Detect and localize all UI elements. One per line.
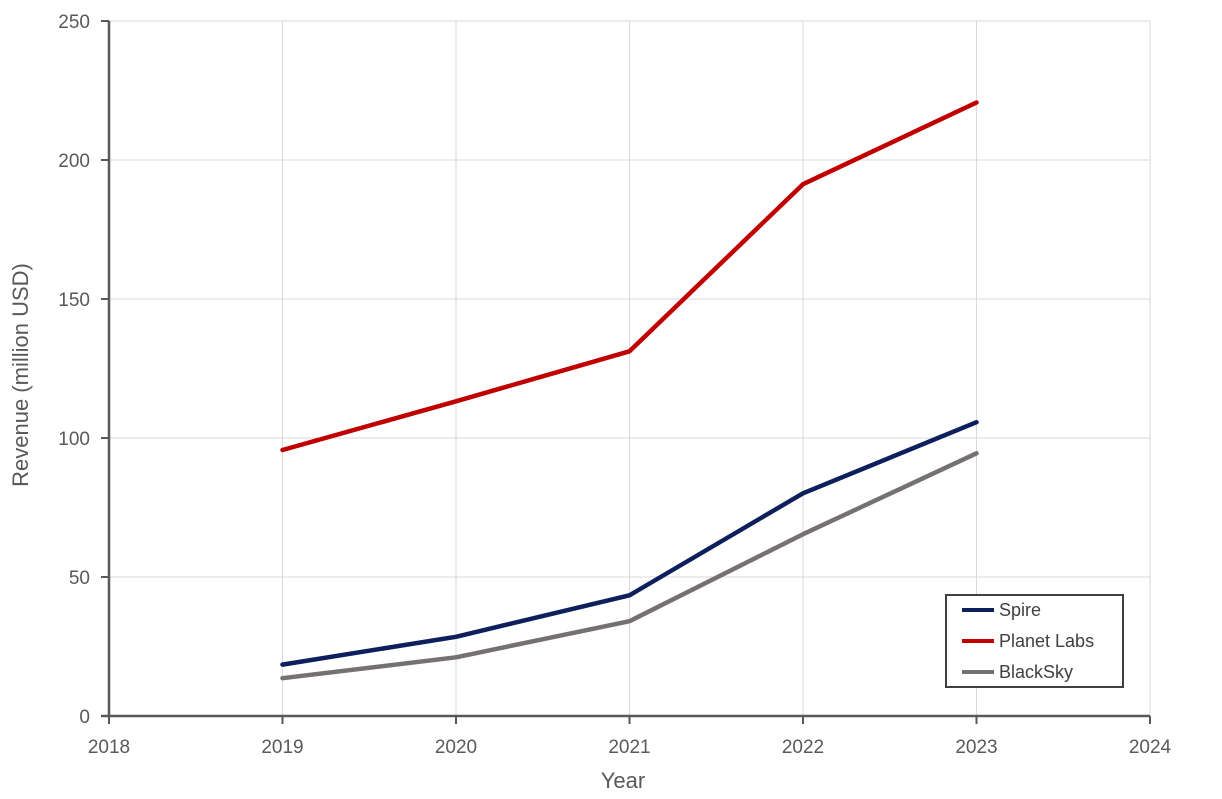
y-tick-label-100: 100 xyxy=(58,429,90,450)
y-tick-label-0: 0 xyxy=(79,707,90,728)
axis-layer xyxy=(101,20,1151,724)
legend-label-blacksky: BlackSky xyxy=(999,662,1073,682)
legend: Spire Planet Labs BlackSky xyxy=(945,594,1124,688)
x-tick-label-2018: 2018 xyxy=(88,737,130,758)
x-tick-label-2024: 2024 xyxy=(1129,737,1172,758)
y-tick-label-150: 150 xyxy=(58,290,90,311)
x-tick-label-2020: 2020 xyxy=(435,737,477,758)
x-tick-label-2022: 2022 xyxy=(782,737,824,758)
tick-label-layer: 0 50 100 150 200 250 2018 2019 2020 2021 2022 2023 2… xyxy=(58,12,1171,758)
y-axis-title: Revenue (million USD) xyxy=(8,263,33,487)
legend-label-spire: Spire xyxy=(999,600,1041,620)
y-tick-label-50: 50 xyxy=(69,568,90,589)
series-layer xyxy=(280,100,979,681)
y-tick-label-250: 250 xyxy=(58,12,90,33)
x-tick-label-2019: 2019 xyxy=(261,737,303,758)
x-tick-label-2023: 2023 xyxy=(955,737,997,758)
series-line-spire xyxy=(280,419,979,667)
y-tick-label-200: 200 xyxy=(58,151,90,172)
series-line-planet-labs xyxy=(280,100,979,453)
series-line-blacksky xyxy=(280,451,979,681)
x-tick-label-2021: 2021 xyxy=(608,737,650,758)
grid-layer xyxy=(109,20,1151,716)
x-axis-title: Year xyxy=(601,768,645,793)
legend-label-planet-labs: Planet Labs xyxy=(999,631,1094,651)
